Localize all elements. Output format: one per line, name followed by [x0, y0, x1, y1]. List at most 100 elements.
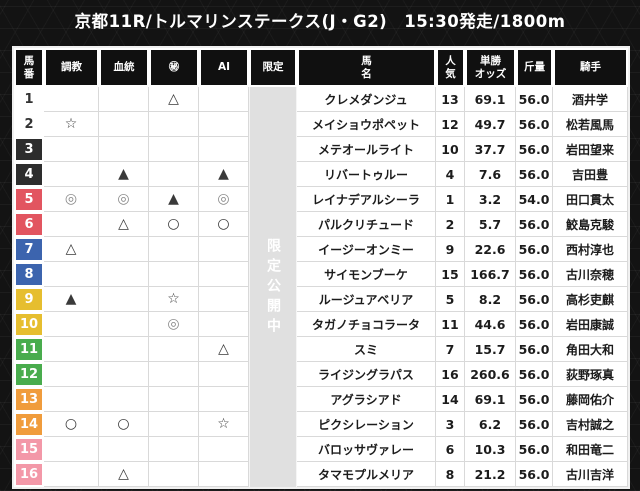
popularity-value: 7	[436, 337, 465, 362]
limited-cell	[249, 412, 297, 437]
win-odds-value: 10.3	[465, 437, 516, 462]
race-table: 馬 番 調教 血統 ㊙ AI 限定 馬 名 人 気 単勝 オッズ 斤量 騎手 1…	[12, 46, 630, 489]
limited-cell	[249, 362, 297, 387]
horse-number-cell: 12	[14, 362, 44, 387]
bloodline-mark: ○	[99, 412, 149, 437]
horse-name: メテオールライト	[297, 137, 436, 162]
carried-weight-value: 56.0	[516, 262, 553, 287]
jockey-name: 古川吉洋	[553, 462, 628, 487]
training-mark	[44, 162, 99, 187]
horse-row: 10 ◎ タガノチョコラータ 11 44.6 56.0 岩田康誠	[14, 312, 628, 337]
training-mark: △	[44, 237, 99, 262]
ai-mark	[199, 87, 249, 112]
horse-number-cell: 5	[14, 187, 44, 212]
win-odds-value: 69.1	[465, 87, 516, 112]
win-odds-value: 49.7	[465, 112, 516, 137]
horse-name: レイナデアルシーラ	[297, 187, 436, 212]
horse-row: 2 ☆ メイショウポペット 12 49.7 56.0 松若風馬	[14, 112, 628, 137]
secret-mark	[149, 112, 199, 137]
limited-cell	[249, 87, 297, 112]
secret-mark	[149, 412, 199, 437]
limited-cell	[249, 287, 297, 312]
horse-name: イージーオンミー	[297, 237, 436, 262]
win-odds-value: 21.2	[465, 462, 516, 487]
horse-number-cell: 7	[14, 237, 44, 262]
bloodline-mark	[99, 337, 149, 362]
win-odds-value: 260.6	[465, 362, 516, 387]
win-odds-value: 22.6	[465, 237, 516, 262]
win-odds-value: 6.2	[465, 412, 516, 437]
secret-mark	[149, 262, 199, 287]
bloodline-mark: ▲	[99, 162, 149, 187]
limited-cell	[249, 437, 297, 462]
secret-mark: ○	[149, 212, 199, 237]
horse-row: 11 △ スミ 7 15.7 56.0 角田大和	[14, 337, 628, 362]
win-odds-value: 69.1	[465, 387, 516, 412]
ai-mark	[199, 112, 249, 137]
horse-row: 7 △ イージーオンミー 9 22.6 56.0 西村淳也	[14, 237, 628, 262]
horse-number-cell: 13	[14, 387, 44, 412]
popularity-value: 16	[436, 362, 465, 387]
secret-mark	[149, 437, 199, 462]
horse-name: クレメダンジュ	[297, 87, 436, 112]
secret-mark: ◎	[149, 312, 199, 337]
popularity-value: 9	[436, 237, 465, 262]
popularity-value: 2	[436, 212, 465, 237]
win-odds-value: 166.7	[465, 262, 516, 287]
training-mark	[44, 262, 99, 287]
bloodline-mark	[99, 87, 149, 112]
secret-mark	[149, 162, 199, 187]
popularity-value: 3	[436, 412, 465, 437]
carried-weight-value: 56.0	[516, 337, 553, 362]
bloodline-mark: △	[99, 462, 149, 487]
carried-weight-value: 56.0	[516, 212, 553, 237]
limited-cell	[249, 162, 297, 187]
jockey-name: 松若風馬	[553, 112, 628, 137]
jockey-name: 鮫島克駿	[553, 212, 628, 237]
popularity-value: 5	[436, 287, 465, 312]
horse-number-cell: 2	[14, 112, 44, 137]
horse-number-cell: 14	[14, 412, 44, 437]
horse-name: タガノチョコラータ	[297, 312, 436, 337]
ai-mark	[199, 137, 249, 162]
carried-weight-value: 56.0	[516, 162, 553, 187]
horse-name: ピクシレーション	[297, 412, 436, 437]
limited-cell	[249, 337, 297, 362]
jockey-name: 岩田康誠	[553, 312, 628, 337]
bloodline-mark	[99, 437, 149, 462]
win-odds-value: 15.7	[465, 337, 516, 362]
popularity-value: 4	[436, 162, 465, 187]
horse-number-cell: 9	[14, 287, 44, 312]
carried-weight-value: 56.0	[516, 137, 553, 162]
bloodline-mark	[99, 137, 149, 162]
col-header-training: 調教	[44, 48, 99, 87]
training-mark	[44, 312, 99, 337]
horse-row: 1 △ クレメダンジュ 13 69.1 56.0 酒井学	[14, 87, 628, 112]
popularity-value: 11	[436, 312, 465, 337]
horse-row: 12 ライジングラパス 16 260.6 56.0 荻野琢真	[14, 362, 628, 387]
jockey-name: 酒井学	[553, 87, 628, 112]
col-header-popularity: 人 気	[436, 48, 465, 87]
horse-number-cell: 3	[14, 137, 44, 162]
col-header-bloodline: 血統	[99, 48, 149, 87]
carried-weight-value: 56.0	[516, 112, 553, 137]
horse-name: サイモンブーケ	[297, 262, 436, 287]
jockey-name: 藤岡佑介	[553, 387, 628, 412]
training-mark	[44, 87, 99, 112]
secret-mark	[149, 237, 199, 262]
horse-name: バロッサヴァレー	[297, 437, 436, 462]
popularity-value: 15	[436, 262, 465, 287]
horse-row: 5 ◎ ◎ ▲ ◎ レイナデアルシーラ 1 3.2 54.0 田口貫太	[14, 187, 628, 212]
col-header-weight: 斤量	[516, 48, 553, 87]
secret-mark: △	[149, 87, 199, 112]
table-header-row: 馬 番 調教 血統 ㊙ AI 限定 馬 名 人 気 単勝 オッズ 斤量 騎手	[14, 48, 628, 87]
ai-mark	[199, 237, 249, 262]
bloodline-mark	[99, 287, 149, 312]
carried-weight-value: 56.0	[516, 437, 553, 462]
win-odds-value: 5.7	[465, 212, 516, 237]
col-header-win-odds: 単勝 オッズ	[465, 48, 516, 87]
carried-weight-value: 56.0	[516, 287, 553, 312]
horse-row: 14 ○ ○ ☆ ピクシレーション 3 6.2 56.0 吉村誠之	[14, 412, 628, 437]
limited-overlay-label[interactable]: 限定公開中	[265, 238, 281, 338]
